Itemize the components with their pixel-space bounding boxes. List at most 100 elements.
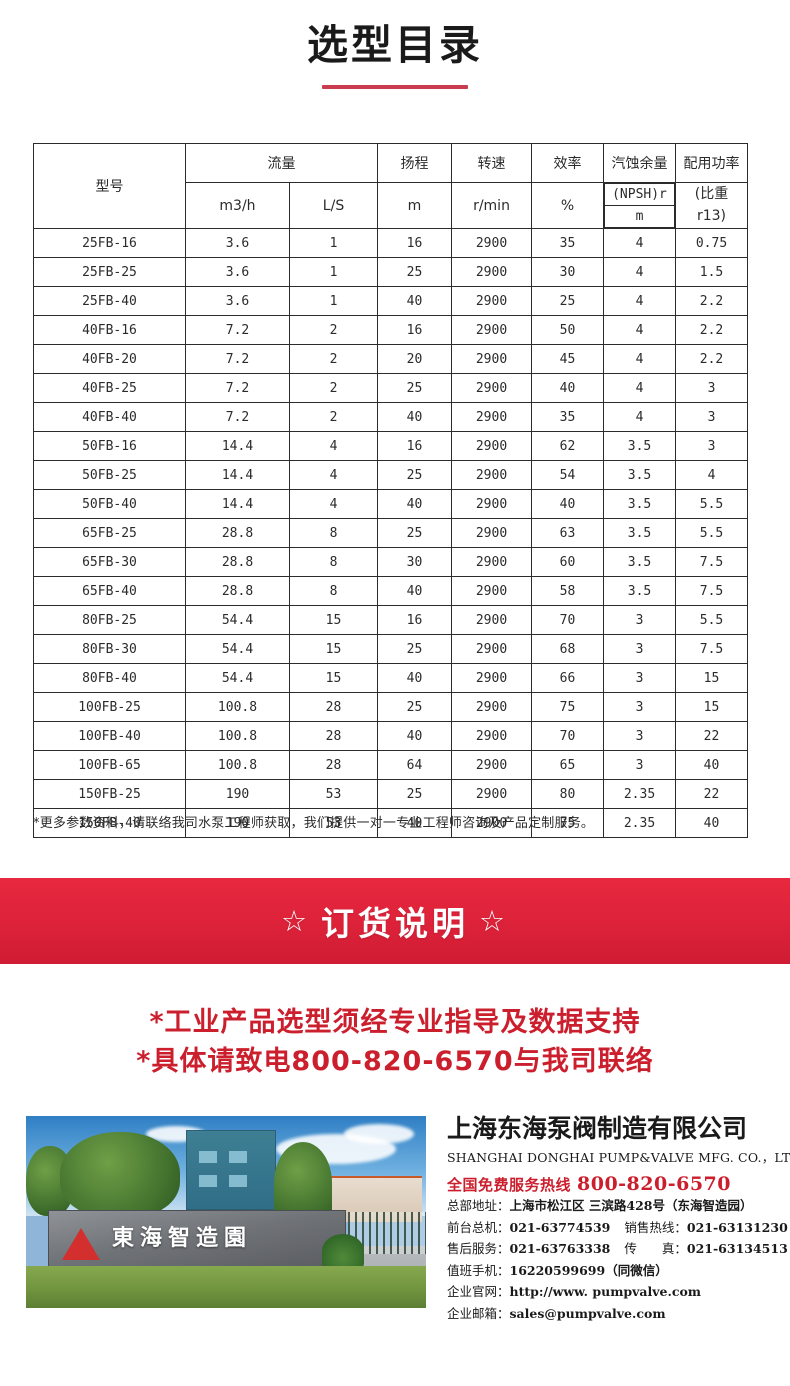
cell-efficiency: 70	[531, 605, 604, 635]
th-speed-unit: r/min	[451, 182, 532, 229]
cell-m3h: 14.4	[185, 489, 290, 519]
cell-head: 25	[377, 460, 452, 490]
contact-value[interactable]: 上海市松江区 三滨路428号（东海智造园）	[509, 1198, 753, 1213]
cell-ls: 2	[289, 402, 378, 432]
cell-ls: 28	[289, 721, 378, 751]
contact-label: 企业邮箱：	[447, 1305, 510, 1321]
contact-label: 总部地址：	[447, 1198, 510, 1213]
cell-speed: 2900	[451, 721, 532, 751]
cell-power: 3	[675, 402, 748, 432]
table-row: 80FB-30 54.4 15 25 2900 68 3 7.5	[33, 634, 748, 664]
contact-value[interactable]: 16220599699（同微信）	[509, 1262, 668, 1278]
cell-ls: 53	[289, 779, 378, 809]
cell-model: 40FB-20	[33, 344, 186, 374]
cell-ls: 4	[289, 489, 378, 519]
th-efficiency-unit: %	[531, 182, 604, 229]
table-header: 型号 流量 扬程 转速 效率 汽蚀余量 配用功率 m3/h L/S m r/mi…	[33, 143, 748, 229]
cell-efficiency: 75	[531, 692, 604, 722]
company-name-cn: 上海东海泵阀制造有限公司	[447, 1114, 748, 1143]
cell-m3h: 3.6	[185, 228, 290, 258]
photo-building	[186, 1130, 276, 1210]
contact-value-secondary[interactable]: 021-63131230	[686, 1219, 788, 1235]
cell-ls: 4	[289, 460, 378, 490]
cell-speed: 2900	[451, 750, 532, 780]
specification-table: 型号 流量 扬程 转速 效率 汽蚀余量 配用功率 m3/h L/S m r/mi…	[33, 143, 748, 838]
cell-power: 3	[675, 431, 748, 461]
table-row: 100FB-25 100.8 28 25 2900 75 3 15	[33, 692, 748, 722]
cell-npsh: 4	[603, 257, 676, 287]
contact-line: 售后服务：021-63763338 传 真：021-63134513	[447, 1238, 788, 1260]
cell-npsh: 3.5	[603, 518, 676, 548]
cell-head: 25	[377, 634, 452, 664]
cell-m3h: 3.6	[185, 286, 290, 316]
hotline-number[interactable]: 800-820-6570	[577, 1173, 731, 1195]
cell-efficiency: 58	[531, 576, 604, 606]
cell-ls: 4	[289, 431, 378, 461]
cell-model: 50FB-40	[33, 489, 186, 519]
cell-ls: 53	[289, 808, 378, 838]
cell-model: 25FB-40	[33, 286, 186, 316]
page-title: 选型目录	[307, 21, 483, 69]
cell-m3h: 7.2	[185, 373, 290, 403]
contact-value[interactable]: 021-63774539	[509, 1219, 611, 1235]
cell-m3h: 100.8	[185, 692, 290, 722]
table-row: 150FB-25 190 53 25 2900 80 2.35 22	[33, 779, 748, 809]
cell-model: 40FB-16	[33, 315, 186, 345]
banner-text-group: ☆ 订货说明 ☆	[281, 897, 509, 945]
cell-power: 0.75	[675, 228, 748, 258]
photo-lawn	[26, 1266, 426, 1308]
cell-efficiency: 68	[531, 634, 604, 664]
contact-label: 企业官网：	[447, 1284, 510, 1299]
cell-m3h: 7.2	[185, 315, 290, 345]
contact-line: 企业官网：http://www. pumpvalve.com	[447, 1281, 777, 1303]
contact-line: 企业邮箱：sales@pumpvalve.com	[447, 1303, 777, 1325]
table-row: 65FB-25 28.8 8 25 2900 63 3.5 5.5	[33, 518, 748, 548]
cell-npsh: 3	[603, 663, 676, 693]
photo-sign-text: 東海智造園	[112, 1226, 253, 1251]
th-power: 配用功率	[675, 143, 748, 183]
contact-value-secondary[interactable]: 021-63134513	[686, 1241, 788, 1256]
contact-value[interactable]: sales@pumpvalve.com	[509, 1305, 666, 1321]
cell-speed: 2900	[451, 373, 532, 403]
cell-ls: 8	[289, 576, 378, 606]
table-row: 150FB-40 190 53 40 2900 75 2.35 40	[33, 808, 748, 838]
cell-ls: 8	[289, 547, 378, 577]
cell-m3h: 28.8	[185, 576, 290, 606]
contact-label: 售后服务：	[447, 1241, 510, 1256]
cell-power: 4	[675, 460, 748, 490]
page-header: 选型目录	[0, 0, 790, 90]
table-body: 25FB-16 3.6 1 16 2900 35 4 0.75 25FB-25 3.6 1 25 290…	[33, 228, 748, 838]
cell-speed: 2900	[451, 605, 532, 635]
cell-m3h: 28.8	[185, 518, 290, 548]
cell-efficiency: 25	[531, 286, 604, 316]
cell-npsh: 3	[603, 692, 676, 722]
cell-npsh: 4	[603, 286, 676, 316]
cell-model: 65FB-30	[33, 547, 186, 577]
hotline-row: 全国免费服务热线 800-820-6570	[447, 1173, 777, 1195]
cell-ls: 28	[289, 750, 378, 780]
cell-npsh: 3	[603, 721, 676, 751]
th-npsh: 汽蚀余量	[603, 143, 676, 183]
cell-model: 100FB-25	[33, 692, 186, 722]
th-power-sub1: (比重	[694, 185, 729, 202]
star-right-icon: ☆	[479, 903, 509, 938]
cell-ls: 15	[289, 634, 378, 664]
cell-head: 25	[377, 373, 452, 403]
contact-label-secondary: 销售热线：	[624, 1219, 687, 1235]
cell-m3h: 54.4	[185, 605, 290, 635]
cell-efficiency: 54	[531, 460, 604, 490]
cell-model: 65FB-25	[33, 518, 186, 548]
cell-power: 40	[675, 750, 748, 780]
cell-ls: 1	[289, 286, 378, 316]
cell-head: 40	[377, 286, 452, 316]
contact-value[interactable]: 021-63763338	[509, 1241, 611, 1256]
table-row: 25FB-40 3.6 1 40 2900 25 4 2.2	[33, 286, 748, 316]
cell-speed: 2900	[451, 547, 532, 577]
contact-value[interactable]: http://www. pumpvalve.com	[509, 1284, 702, 1299]
cell-speed: 2900	[451, 257, 532, 287]
cell-efficiency: 66	[531, 663, 604, 693]
cell-model: 80FB-25	[33, 605, 186, 635]
cell-model: 25FB-25	[33, 257, 186, 287]
cell-head: 30	[377, 547, 452, 577]
th-flow: 流量	[185, 143, 378, 183]
